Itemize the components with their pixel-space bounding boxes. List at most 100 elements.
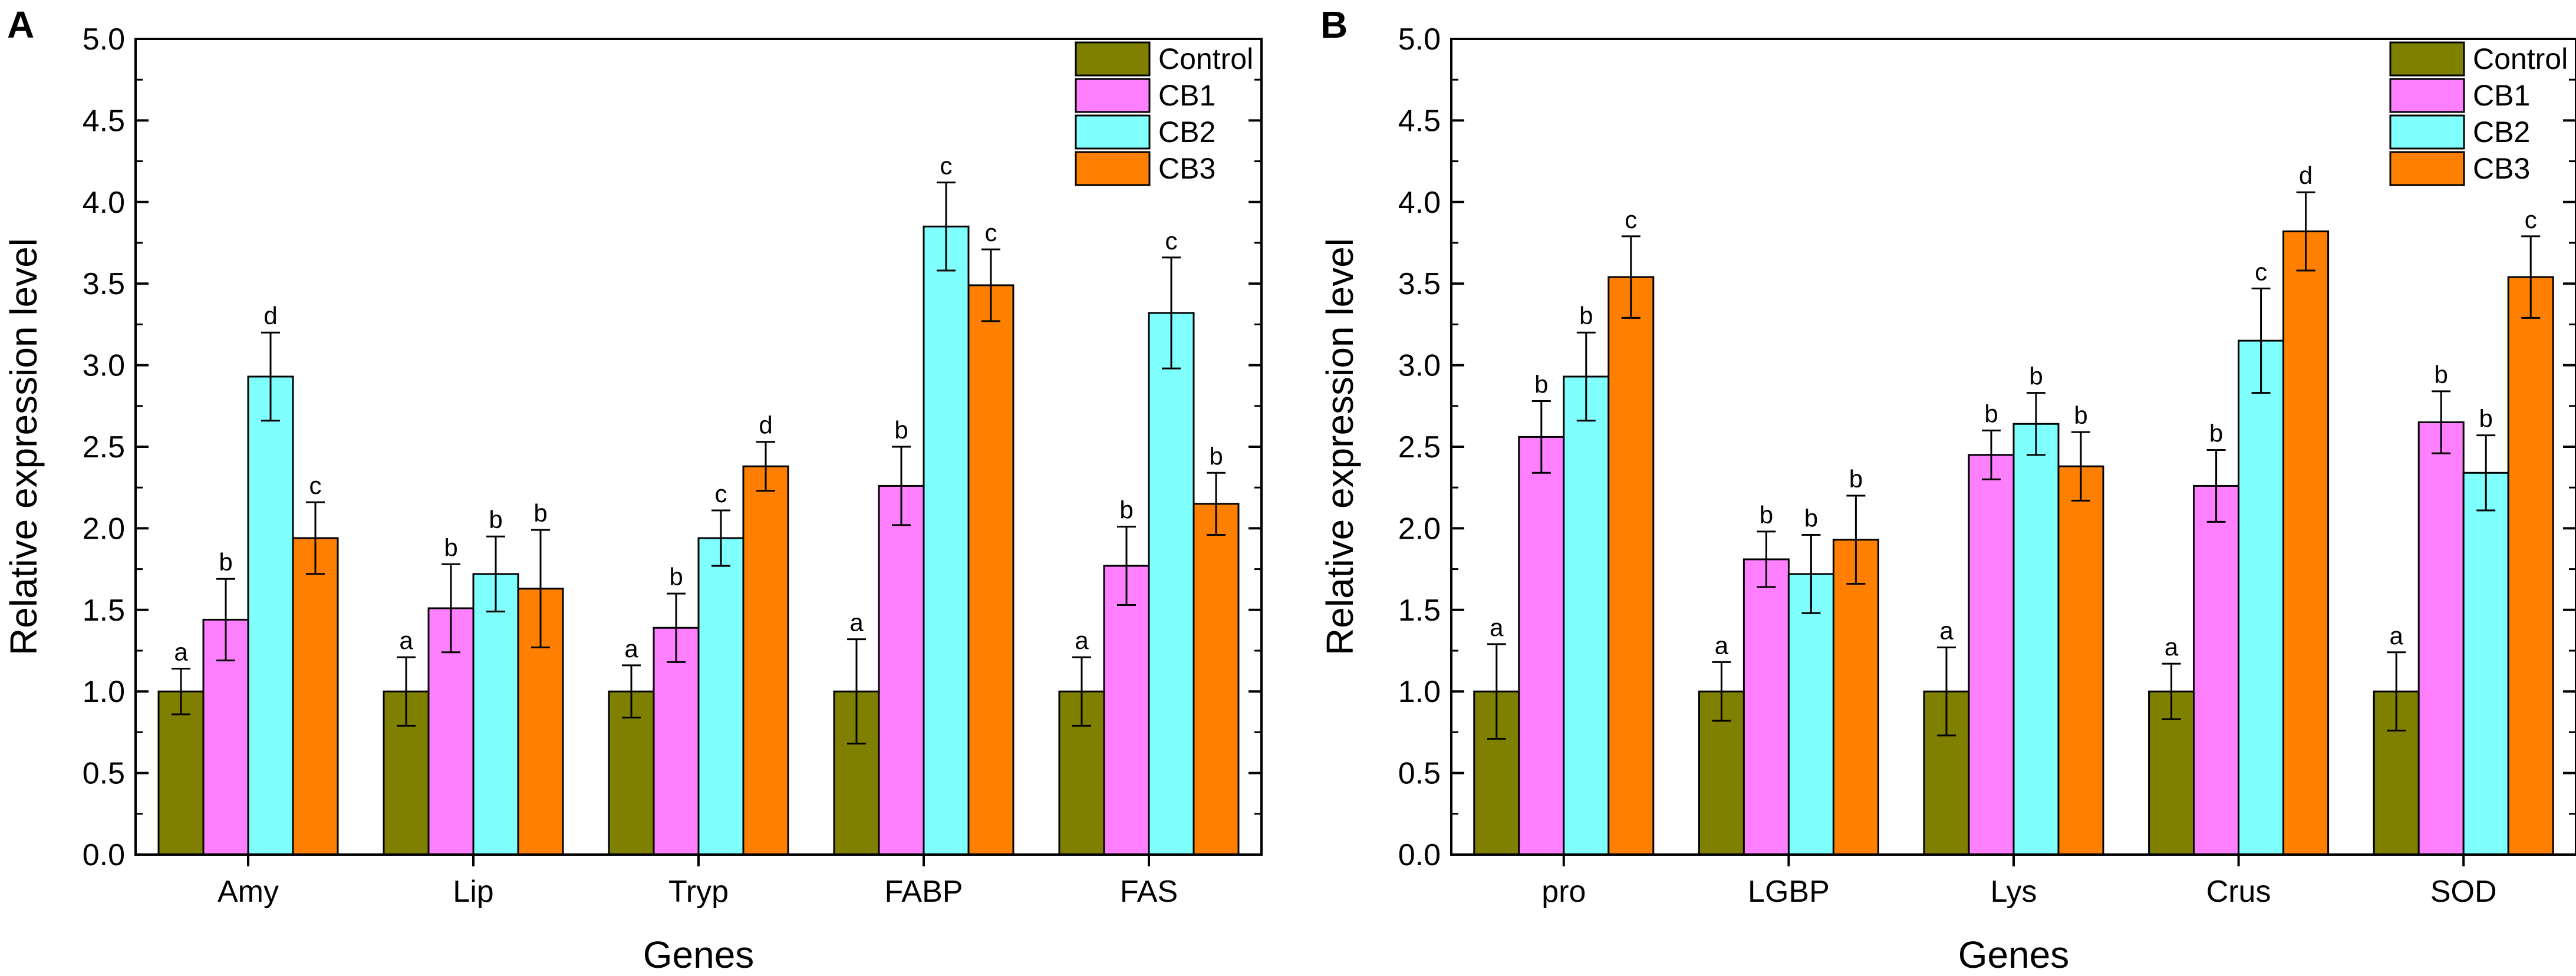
bar-cb1 bbox=[878, 484, 925, 856]
x-axis-title: Genes bbox=[643, 934, 755, 976]
significance-label: b bbox=[2209, 420, 2223, 447]
plot-frame bbox=[1450, 38, 2576, 856]
bar-cb3 bbox=[742, 465, 789, 856]
x-tick-label: Tryp bbox=[668, 875, 729, 909]
y-tick-label: 2.0 bbox=[83, 512, 125, 546]
significance-label: c bbox=[1625, 206, 1637, 233]
significance-label: b bbox=[1119, 496, 1133, 524]
significance-label: a bbox=[2390, 622, 2404, 649]
y-tick-label: 3.5 bbox=[83, 267, 125, 301]
y-axis-title: Relative expression level bbox=[2, 238, 45, 655]
bar-cb2 bbox=[1148, 312, 1195, 856]
panel-letter: B bbox=[1320, 4, 1348, 46]
legend-label-cb1: CB1 bbox=[2473, 79, 2530, 112]
y-tick-label: 0.5 bbox=[83, 757, 125, 791]
significance-label: b bbox=[2074, 401, 2087, 429]
y-tick-label: 1.5 bbox=[83, 593, 125, 628]
y-tick-label: 3.5 bbox=[1398, 267, 1441, 301]
x-tick-label: Lip bbox=[453, 875, 493, 909]
bar-control bbox=[157, 690, 205, 856]
x-tick-label: FABP bbox=[885, 875, 963, 909]
significance-label: b bbox=[444, 533, 457, 561]
y-tick-label: 0.5 bbox=[1398, 757, 1441, 791]
significance-label: a bbox=[1075, 627, 1089, 654]
significance-label: d bbox=[263, 302, 277, 329]
significance-label: b bbox=[1534, 370, 1548, 398]
y-tick-label: 1.0 bbox=[83, 675, 125, 709]
significance-label: b bbox=[669, 563, 683, 591]
bar-cb1 bbox=[1968, 454, 2015, 856]
significance-label: b bbox=[1209, 442, 1223, 470]
significance-label: b bbox=[2029, 362, 2043, 390]
legend-label-cb2: CB2 bbox=[2473, 116, 2530, 149]
y-tick-label: 0.0 bbox=[83, 838, 125, 872]
y-tick-label: 1.0 bbox=[1398, 675, 1441, 709]
bar-cb2 bbox=[2238, 339, 2285, 856]
x-tick-label: LGBP bbox=[1748, 875, 1830, 909]
legend-label-cb2: CB2 bbox=[1158, 116, 1215, 149]
y-tick-label: 4.0 bbox=[1398, 186, 1441, 220]
bar-cb2 bbox=[2012, 423, 2060, 856]
legend-label-cb3: CB3 bbox=[2473, 152, 2530, 185]
significance-label: b bbox=[219, 548, 232, 576]
bar-cb2 bbox=[923, 225, 970, 856]
legend-swatch-control bbox=[1075, 41, 1151, 77]
bar-cb1 bbox=[1742, 558, 1790, 856]
significance-label: a bbox=[1939, 616, 1954, 644]
panel-letter: A bbox=[7, 4, 34, 46]
y-tick-label: 2.5 bbox=[83, 430, 125, 464]
y-tick-label: 2.5 bbox=[1398, 430, 1441, 464]
significance-label: c bbox=[2525, 206, 2537, 233]
y-tick-label: 4.5 bbox=[1398, 104, 1441, 138]
x-tick-label: Crus bbox=[2206, 875, 2271, 909]
bar-cb2 bbox=[697, 537, 745, 856]
panel-b: B 0.0 0.5 1.0 1.5 2.0 2.5 3.0 3.5 4.0 4.5 5.0 Relati… bbox=[1319, 4, 2576, 976]
significance-label: b bbox=[1760, 501, 1773, 529]
significance-label: b bbox=[2479, 405, 2493, 433]
x-tick-label: FAS bbox=[1120, 875, 1178, 909]
bar-cb1 bbox=[2193, 484, 2240, 856]
significance-label: b bbox=[533, 499, 547, 527]
x-tick-label: SOD bbox=[2430, 875, 2497, 909]
x-tick-label: Amy bbox=[218, 875, 279, 909]
legend-swatch-cb1 bbox=[1075, 78, 1151, 113]
significance-label: c bbox=[985, 219, 997, 246]
legend-swatch-cb3 bbox=[2389, 151, 2465, 186]
bar-cb1 bbox=[653, 627, 700, 856]
significance-label: b bbox=[1984, 400, 1998, 427]
bar-cb1 bbox=[2417, 421, 2465, 856]
bar-cb3 bbox=[1832, 539, 1879, 856]
bar-cb3 bbox=[1607, 276, 1655, 856]
bar-cb2 bbox=[247, 375, 294, 856]
y-tick-label: 4.5 bbox=[83, 104, 125, 138]
significance-label: d bbox=[759, 411, 772, 439]
significance-label: a bbox=[399, 627, 413, 654]
bar-cb3 bbox=[2282, 230, 2330, 856]
bar-cb3 bbox=[292, 537, 339, 856]
significance-label: c bbox=[940, 152, 953, 180]
y-tick-label: 1.5 bbox=[1398, 593, 1441, 628]
y-tick-label: 2.0 bbox=[1398, 512, 1441, 546]
bar-cb2 bbox=[2462, 471, 2509, 856]
y-axis-title: Relative expression level bbox=[1319, 238, 1361, 655]
y-tick-label: 3.0 bbox=[1398, 349, 1441, 383]
significance-label: a bbox=[2165, 633, 2179, 661]
y-tick-label: 4.0 bbox=[83, 186, 125, 220]
bar-cb2 bbox=[1563, 375, 1610, 856]
significance-label: b bbox=[2435, 361, 2448, 388]
legend-label-control: Control bbox=[2473, 42, 2568, 75]
significance-label: a bbox=[1490, 614, 1504, 641]
legend-swatch-cb1 bbox=[2389, 78, 2465, 113]
legend-label-control: Control bbox=[1158, 42, 1253, 75]
bar-cb3 bbox=[1193, 503, 1240, 856]
y-tick-label: 3.0 bbox=[83, 349, 125, 383]
legend-swatch-control bbox=[2389, 41, 2465, 77]
bar-cb3 bbox=[2057, 465, 2104, 856]
significance-label: c bbox=[715, 480, 727, 507]
significance-label: a bbox=[1715, 631, 1729, 659]
x-tick-label: pro bbox=[1541, 875, 1586, 909]
legend-swatch-cb2 bbox=[2389, 114, 2465, 150]
significance-label: b bbox=[894, 416, 908, 444]
significance-label: a bbox=[849, 609, 864, 637]
